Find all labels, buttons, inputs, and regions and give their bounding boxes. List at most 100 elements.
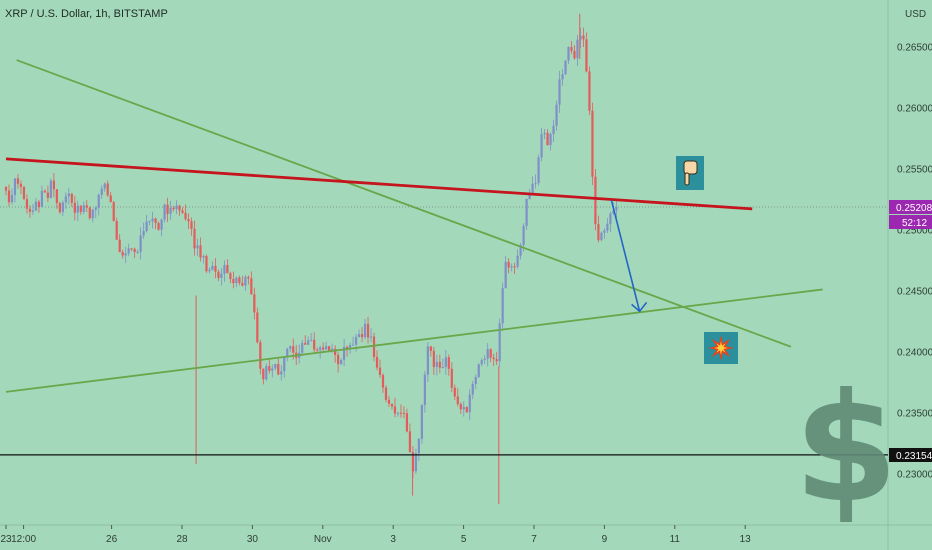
- candle-up: [34, 201, 38, 211]
- candle-up: [561, 74, 564, 80]
- candle-up: [414, 453, 418, 472]
- price-tick-label: 0.23000: [897, 470, 932, 481]
- candle-down: [247, 276, 250, 279]
- candle-up: [483, 358, 486, 361]
- candle-down: [118, 239, 121, 253]
- candle-down: [262, 368, 265, 380]
- candle-down: [229, 273, 232, 280]
- candle-up: [357, 334, 361, 338]
- candle-down: [16, 178, 20, 184]
- candle-down: [133, 248, 136, 252]
- candle-up: [468, 394, 471, 413]
- resistance-line: [5, 157, 753, 211]
- candle-up: [310, 339, 313, 341]
- candle-down: [570, 47, 573, 51]
- currency-label: USD: [905, 9, 926, 20]
- drawing-tools: $: [0, 59, 898, 536]
- candle-down: [292, 346, 295, 353]
- candle-up: [525, 199, 528, 226]
- candle-up: [501, 288, 504, 324]
- candle-up: [531, 183, 534, 195]
- candle-down: [597, 224, 600, 241]
- candle-up: [480, 360, 483, 365]
- candle-up: [396, 412, 400, 414]
- time-tick-label: 26: [106, 534, 118, 545]
- candle-down: [250, 278, 253, 295]
- candle-down: [432, 350, 435, 367]
- time-axis: 23 12:00 26 28 30 Nov 3 5 7 9 11 13: [0, 525, 751, 545]
- candle-up: [94, 207, 97, 210]
- candle-up: [606, 223, 609, 231]
- time-tick-label: 7: [531, 534, 537, 545]
- candle-up: [274, 363, 277, 369]
- candle-up: [331, 348, 334, 351]
- candle-down: [226, 265, 229, 274]
- candle-up: [612, 210, 615, 214]
- candle-up: [208, 269, 211, 272]
- candle-down: [253, 294, 256, 313]
- candle-up: [477, 364, 480, 377]
- candle-down: [46, 192, 49, 198]
- horizontal-level-tag: 0.23154: [889, 448, 932, 462]
- candle-up: [600, 232, 603, 241]
- candle-down: [591, 110, 594, 177]
- candle-up: [342, 346, 346, 360]
- price-tick-label: 0.26000: [897, 104, 932, 115]
- candle-up: [462, 406, 465, 410]
- candle-down: [256, 312, 259, 343]
- candle-up: [549, 134, 552, 145]
- collision-burst-inner: [714, 341, 728, 355]
- candle-down: [378, 367, 382, 375]
- time-tick-label: 12:00: [11, 534, 36, 545]
- chart-title: XRP / U.S. Dollar, 1h, BITSTAMP: [5, 8, 168, 20]
- candle-up: [196, 245, 199, 249]
- candle-down: [22, 186, 26, 200]
- candle-down: [277, 363, 280, 375]
- candle-down: [384, 387, 388, 400]
- candle-down: [313, 339, 316, 350]
- candle-down: [585, 39, 588, 72]
- candle-down: [199, 245, 202, 258]
- candle-up: [504, 261, 507, 289]
- candle-down: [366, 323, 370, 338]
- price-axis: 0.26500 0.26000 0.25500 0.25000 0.24500 0.240…: [897, 43, 932, 481]
- candle-up: [61, 202, 64, 213]
- candle-up: [615, 206, 618, 211]
- candle-up: [426, 346, 429, 375]
- candle-up: [474, 376, 477, 384]
- bar-countdown-timer: 52:12: [902, 218, 927, 229]
- candle-up: [97, 194, 100, 208]
- candle-down: [193, 228, 196, 249]
- candle-up: [576, 39, 579, 59]
- candle-up: [435, 361, 438, 367]
- candle-down: [88, 207, 91, 219]
- candlestick-series: [4, 13, 618, 505]
- candle-up: [175, 205, 178, 210]
- candle-down: [399, 412, 403, 414]
- candle-down: [495, 359, 498, 362]
- candle-up: [351, 344, 355, 346]
- candle-down: [130, 248, 133, 250]
- candle-up: [420, 404, 423, 439]
- candle-down: [453, 387, 456, 397]
- candle-up: [498, 323, 501, 362]
- candle-up: [558, 79, 561, 105]
- time-tick-label: 9: [602, 534, 608, 545]
- candle-down: [588, 71, 591, 111]
- candle-down: [447, 357, 450, 369]
- candle-up: [564, 60, 567, 75]
- candle-up: [319, 347, 322, 351]
- candle-down: [52, 180, 55, 190]
- candle-down: [429, 346, 432, 351]
- forecast-arrow-shaft: [610, 200, 641, 312]
- candle-up: [202, 256, 205, 258]
- candle-down: [492, 357, 495, 360]
- candle-down: [513, 266, 516, 268]
- candle-down: [345, 346, 349, 349]
- candle-down: [112, 202, 115, 222]
- time-tick-label: 28: [176, 534, 188, 545]
- candle-down: [465, 406, 468, 413]
- candle-down: [121, 252, 124, 256]
- price-tick-label: 0.24000: [897, 348, 932, 359]
